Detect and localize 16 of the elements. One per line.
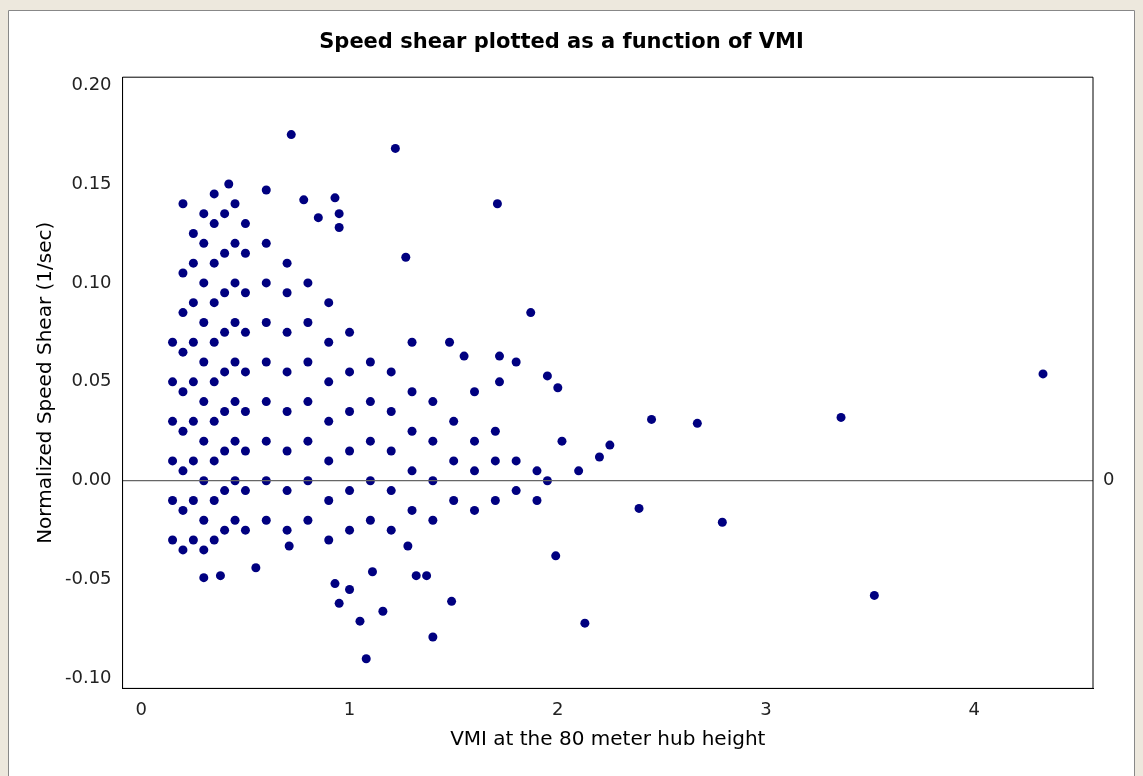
x-tick-label: 4 bbox=[968, 697, 981, 719]
y-tick-label: 0.10 bbox=[71, 270, 112, 292]
x-tick-label: 2 bbox=[552, 697, 564, 719]
y-tick-label: 0.05 bbox=[71, 369, 112, 391]
x-tick-label: 0 bbox=[135, 697, 148, 719]
chart-title: Speed shear plotted as a function of VMI bbox=[319, 29, 804, 54]
y-axis-title: Normalized Speed Shear (1/sec) bbox=[32, 221, 57, 544]
y-tick-label: 0.15 bbox=[71, 171, 112, 193]
y-tick-label: -0.05 bbox=[65, 567, 112, 589]
ref-line-label: 0 bbox=[1103, 468, 1115, 490]
x-tick-label: 1 bbox=[343, 697, 356, 719]
x-tick-label: 3 bbox=[760, 697, 772, 719]
y-tick-label: 0.20 bbox=[71, 72, 112, 94]
y-tick-label: 0.00 bbox=[71, 468, 112, 490]
x-axis-title: VMI at the 80 meter hub height bbox=[450, 726, 766, 751]
y-tick-label: -0.10 bbox=[65, 666, 112, 688]
